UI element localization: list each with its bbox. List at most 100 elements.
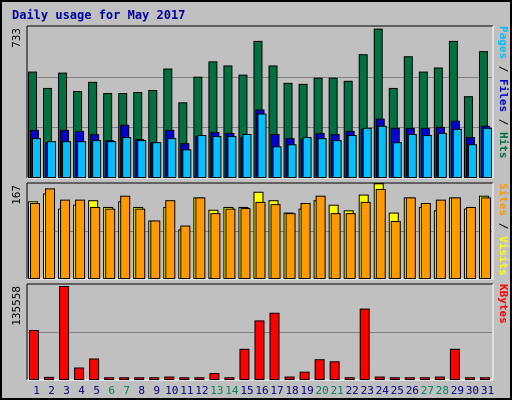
panel-2-series-label: Sites / Visits [497,183,510,276]
pages-bar-day-22 [347,135,357,179]
sites-bar-day-1 [30,203,40,279]
x-axis-day-label: 23 [361,384,374,397]
kbytes-bar-day-8 [134,377,145,381]
sites-bar-day-24 [375,188,386,280]
sites-bar-day-14 [225,208,236,279]
pages-bar-day-11 [182,149,192,179]
sites-bar-day-9 [150,220,161,279]
pages-bar-day-28 [437,132,447,178]
panel-2-max-label: 167 [10,185,23,205]
x-axis-day-label: 24 [376,384,390,397]
x-axis-day-label: 17 [270,384,283,397]
kbytes-bar-day-20 [314,359,325,380]
pages-bar-day-15 [242,134,252,179]
x-axis-day-label: 11 [180,384,193,397]
kbytes-bar-day-15 [239,348,250,381]
sites-bar-day-25 [390,221,401,280]
pages-bar-day-20 [317,138,327,179]
sites-bar-day-26 [405,197,416,280]
pages-bar-day-25 [392,142,402,178]
sites-bar-day-12 [195,197,206,280]
x-axis-day-label: 6 [108,384,115,397]
pages-bar-day-1 [32,138,41,179]
sites-bar-day-2 [45,188,56,279]
kbytes-bar-day-22 [344,377,355,381]
sites-bar-day-22 [345,213,356,279]
kbytes-bar-day-29 [449,348,460,381]
kbytes-bar-day-7 [119,377,130,381]
pages-bar-day-12 [197,135,207,179]
series-label-part: Pages [497,26,510,59]
x-axis-day-label: 18 [285,384,298,397]
pages-bar-day-23 [362,127,372,178]
kbytes-bar-day-26 [404,377,415,381]
x-axis-day-label: 29 [451,384,464,397]
pages-bar-day-9 [152,142,162,178]
series-label-part: KBytes [497,284,510,324]
kbytes-bar-day-30 [464,377,475,381]
pages-bar-day-21 [332,140,342,178]
sites-bar-day-31 [480,197,491,280]
x-axis-day-label: 26 [406,384,419,397]
x-axis-day-label: 21 [331,384,344,397]
kbytes-bar-day-17 [269,312,280,380]
kbytes-bar-day-19 [299,371,310,380]
kbytes-bar-day-10 [164,376,175,380]
series-label-part: Visits [497,236,510,276]
series-label-part: Files [497,79,510,112]
sites-bar-day-18 [285,213,296,279]
series-label-part: Sites [497,183,510,216]
pages-bar-day-4 [77,141,87,178]
kbytes-bar-day-14 [224,377,235,381]
chart-title: Daily usage for May 2017 [12,8,186,22]
x-axis-day-label: 13 [210,384,223,397]
pages-bar-day-30 [467,144,477,178]
kbytes-bar-day-4 [74,367,85,380]
pages-bar-day-24 [377,125,387,179]
kbytes-bar-day-18 [284,376,295,380]
kbytes-bar-day-2 [44,376,55,381]
pages-bar-day-31 [482,127,492,178]
x-axis-day-label: 20 [316,384,329,397]
kbytes-bar-day-28 [434,376,445,380]
x-axis-day-label: 3 [63,384,70,397]
x-axis-day-label: 1 [33,384,40,397]
sites-bar-day-10 [165,200,176,279]
kbytes-bar-day-27 [419,377,430,381]
sites-bar-day-16 [255,201,266,279]
x-axis-day-label: 19 [300,384,313,397]
sites-bar-day-13 [210,213,221,279]
x-axis-day-label: 31 [481,384,494,397]
pages-bar-day-27 [422,135,432,179]
kbytes-bar-day-11 [179,377,190,381]
pages-bar-day-29 [452,128,462,178]
series-label-part: / [497,216,510,236]
kbytes-bar-day-23 [359,308,370,380]
x-axis-day-label: 14 [225,384,239,397]
x-axis-day-label: 16 [255,384,268,397]
x-axis-day-label: 12 [195,384,208,397]
pages-bar-day-2 [47,141,57,178]
pages-bar-day-10 [167,138,177,179]
pages-bar-day-18 [287,144,297,178]
pages-bar-day-16 [257,113,267,178]
kbytes-bar-day-13 [209,373,220,381]
x-axis-day-label: 25 [391,384,404,397]
panel-1-max-label: 733 [10,28,23,48]
sites-bar-day-7 [120,195,131,279]
kbytes-bar-day-25 [389,377,400,381]
pages-bar-day-5 [92,140,102,178]
x-axis-day-label: 15 [240,384,253,397]
pages-bar-day-14 [227,136,237,179]
x-axis-day-label: 27 [421,384,434,397]
pages-bar-day-3 [62,141,72,178]
x-axis-day-label: 9 [153,384,160,397]
sites-bar-day-8 [135,208,146,279]
kbytes-bar-day-6 [104,377,115,381]
pages-bar-day-19 [302,137,312,179]
sites-bar-day-20 [315,195,326,279]
pages-bar-day-8 [137,140,147,178]
series-label-part: Hits [497,132,510,159]
